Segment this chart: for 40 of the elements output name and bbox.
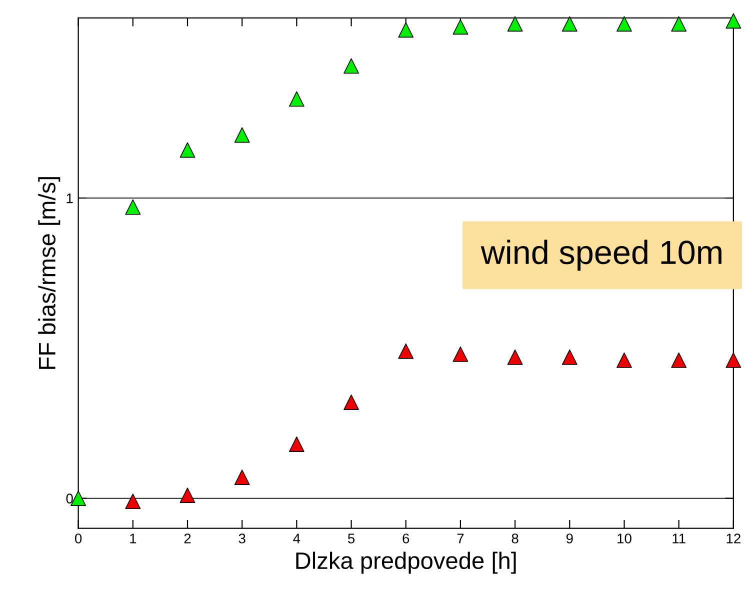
y-axis-title: FF bias/rmse [m/s] (38, 177, 60, 369)
point (616, 352, 632, 368)
point (398, 22, 414, 38)
x-tick-label: 6 (402, 534, 410, 544)
point (288, 91, 304, 107)
point (398, 343, 414, 359)
point (671, 352, 687, 368)
x-tick-label: 7 (457, 534, 464, 544)
point (507, 349, 523, 365)
point (452, 19, 468, 35)
point (234, 470, 250, 486)
x-tick-label: 0 (74, 534, 82, 544)
point (671, 16, 687, 32)
point (616, 16, 632, 32)
point (344, 58, 359, 74)
x-tick-label: 12 (726, 534, 740, 544)
x-tick-label: 9 (566, 534, 573, 544)
point (344, 394, 359, 410)
x-tick-label: 2 (184, 534, 191, 544)
x-axis-title: Dlzka predpovede [h] (296, 552, 516, 574)
point (180, 142, 196, 158)
point (562, 16, 578, 32)
point (288, 436, 304, 452)
x-tick-label: 1 (130, 534, 136, 544)
point (452, 346, 468, 362)
annotation: wind speed 10m (480, 240, 722, 271)
point (180, 488, 196, 504)
x-tick-label: 3 (238, 534, 246, 544)
point (726, 13, 742, 29)
x-tick-label: 4 (293, 534, 300, 544)
x-tick-label: 10 (618, 534, 632, 544)
point (726, 352, 742, 368)
x-tick-label: 5 (348, 534, 355, 544)
point (125, 199, 141, 215)
x-tick-label: 8 (512, 534, 518, 544)
point (125, 494, 141, 510)
point (507, 16, 523, 32)
point (234, 127, 250, 143)
point (562, 349, 578, 365)
x-tick-label: 11 (672, 534, 686, 544)
